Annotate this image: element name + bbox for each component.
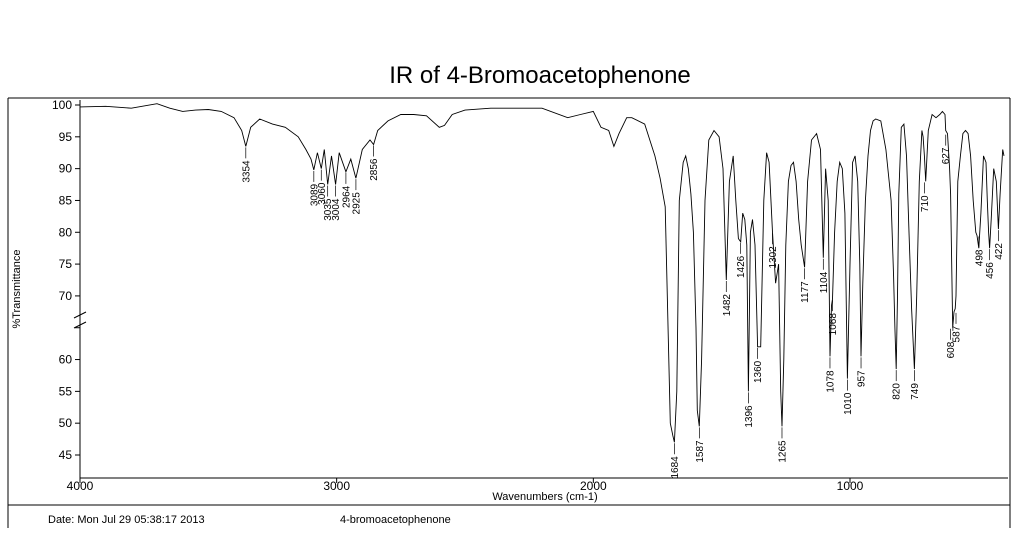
x-axis-label: Wavenumbers (cm-1) [492,491,597,503]
peak-label: 1177 [800,281,811,303]
peak-label: 3089 [309,183,320,206]
peak-label: 1302 [768,246,779,269]
peak-label: 2925 [351,192,362,215]
peak-label: 456 [985,262,996,279]
x-tick-label: 3000 [323,479,350,493]
x-tick-label: 1000 [837,479,864,493]
y-tick-label: 45 [59,448,73,462]
peak-label: 3060 [317,182,328,205]
peak-label: 3004 [331,198,342,221]
peak-label: 820 [892,383,903,400]
peak-label: 2856 [369,158,380,181]
peak-label: 1078 [826,370,837,393]
y-axis-break-upper [73,311,87,319]
y-ticks: 100 95 90 85 80 75 70 60 55 50 45 [52,98,80,462]
peak-label: 1104 [819,271,830,293]
peak-label: 1010 [843,392,854,415]
y-tick-label: 100 [52,98,72,112]
y-tick-label: 55 [59,384,73,398]
peak-label: 1587 [695,440,706,463]
peak-label: 749 [910,383,921,400]
peak-label: 608 [946,341,957,358]
peak-label: 587 [952,325,963,342]
peak-label: 1396 [744,405,755,428]
peak-label: 3354 [241,160,252,183]
peak-label: 3035 [323,198,334,221]
peak-label: 1482 [722,294,733,317]
x-tick-label: 4000 [67,479,94,493]
footer-sample-name: 4-bromoacetophenone [340,514,451,526]
spectrum-series-line [79,103,1005,443]
y-tick-label: 80 [59,225,73,239]
peak-label: 1684 [670,456,681,479]
y-axis-break-lower [73,321,87,329]
y-tick-label: 60 [59,353,73,367]
peak-label: 498 [974,249,985,266]
y-tick-label: 85 [59,193,73,207]
y-tick-label: 90 [59,162,73,176]
y-tick-label: 50 [59,416,73,430]
y-tick-label: 95 [59,130,73,144]
peak-label: 1426 [736,255,747,278]
peak-label: 2964 [341,185,352,208]
peak-label: 710 [920,195,931,212]
peak-label: 1360 [753,360,764,383]
y-axis-label: %Transmittance [11,249,23,328]
peak-label: 1068 [828,313,839,336]
peak-label: 627 [941,147,952,164]
x-ticks: 4000 3000 2000 1000 [67,478,864,493]
chart-title: IR of 4-Bromoacetophenone [389,62,691,89]
y-tick-label: 75 [59,257,73,271]
peak-label: 422 [994,243,1005,260]
x-tick-label: 2000 [580,479,607,493]
footer-date: Date: Mon Jul 29 05:38:17 2013 [48,514,205,526]
peak-label: 957 [857,370,868,387]
y-tick-label: 70 [59,289,73,303]
peak-label: 1265 [778,440,789,463]
